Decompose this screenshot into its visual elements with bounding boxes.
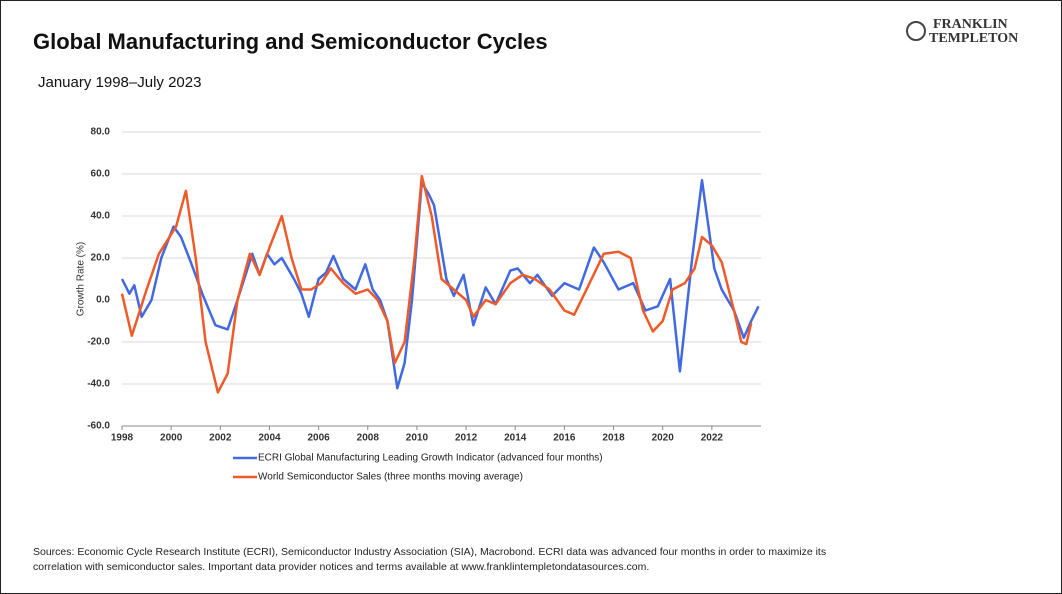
brand-icon	[906, 21, 926, 41]
x-tick-label: 2006	[307, 433, 330, 444]
x-tick-label: 2014	[504, 433, 527, 444]
legend-label: ECRI Global Manufacturing Leading Growth…	[258, 453, 603, 464]
legend-label: World Semiconductor Sales (three months …	[258, 472, 523, 483]
chart-subtitle: January 1998–July 2023	[38, 74, 201, 91]
y-tick-label: 40.0	[91, 211, 111, 222]
series-line	[120, 179, 760, 390]
x-tick-label: 1998	[111, 433, 134, 444]
x-tick-label: 2008	[357, 433, 380, 444]
y-tick-label: 20.0	[91, 253, 111, 264]
x-tick-label: 2020	[652, 433, 675, 444]
x-tick-label: 2002	[209, 433, 232, 444]
y-tick-label: -60.0	[87, 421, 110, 432]
y-axis-label: Growth Rate (%)	[76, 242, 87, 316]
y-tick-label: -20.0	[87, 337, 110, 348]
x-tick-label: 2022	[701, 433, 724, 444]
series-line	[120, 174, 753, 394]
x-tick-label: 2010	[406, 433, 429, 444]
x-tick-label: 2016	[553, 433, 576, 444]
chart: Global Manufacturing and Semiconductor C…	[33, 17, 1018, 483]
y-tick-label: 80.0	[91, 127, 111, 138]
sources: Sources: Economic Cycle Research Institu…	[33, 546, 827, 573]
brand-line1: FRANKLIN	[933, 17, 1008, 32]
x-tick-label: 2000	[160, 433, 183, 444]
x-tick-label: 2012	[455, 433, 478, 444]
brand-line2: TEMPLETON	[929, 31, 1018, 46]
y-tick-label: 60.0	[91, 169, 111, 180]
chart-title: Global Manufacturing and Semiconductor C…	[33, 29, 548, 54]
y-tick-label: 0.0	[96, 295, 110, 306]
x-tick-label: 2004	[258, 433, 281, 444]
x-tick-label: 2018	[602, 433, 625, 444]
y-tick-label: -40.0	[87, 379, 110, 390]
